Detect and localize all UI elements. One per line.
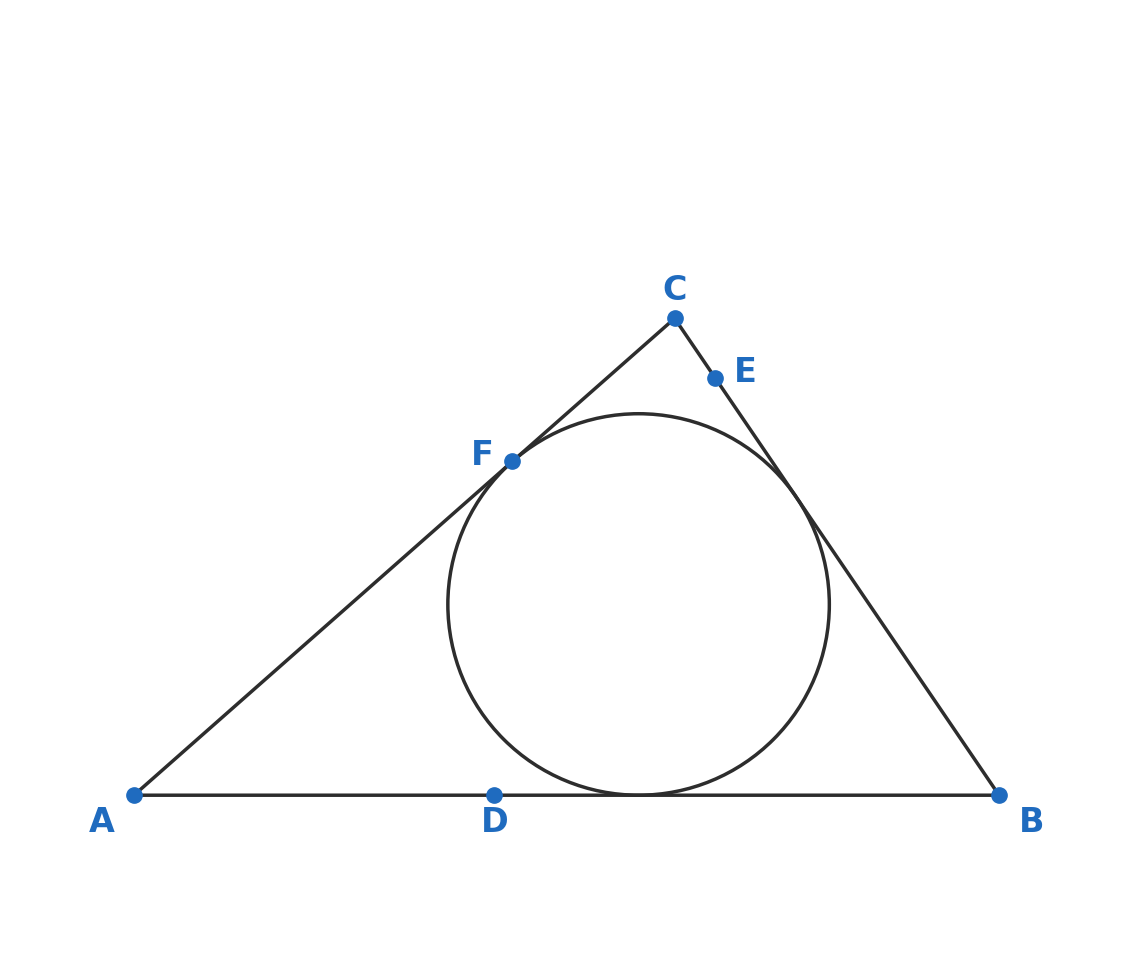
Text: B: B — [1019, 806, 1045, 839]
Text: E: E — [734, 356, 757, 389]
Text: D: D — [480, 806, 509, 839]
Text: A: A — [88, 806, 114, 839]
Text: F: F — [470, 439, 494, 472]
Text: C: C — [663, 274, 687, 308]
